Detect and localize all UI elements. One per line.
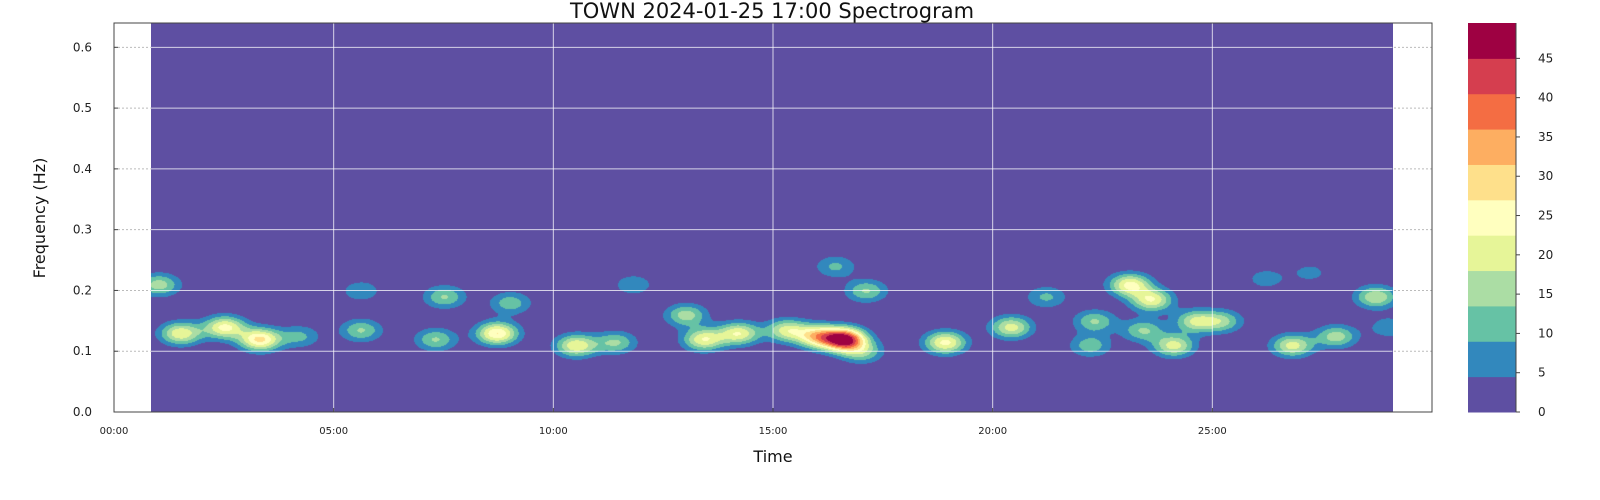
colorbar-tick-label: 20 — [1538, 248, 1553, 262]
colorbar-segment — [1468, 376, 1516, 413]
colorbar-ticks: 0 5 10 15 20 25 30 35 40 45 — [1516, 51, 1553, 419]
colorbar-segment — [1468, 164, 1516, 201]
colorbar-segment — [1468, 341, 1516, 378]
y-tick-label: 0.2 — [73, 283, 92, 297]
colorbar-tick-label: 25 — [1538, 209, 1553, 223]
x-axis-label: Time — [752, 447, 792, 466]
colorbar-segment — [1468, 93, 1516, 130]
colorbar-tick-label: 0 — [1538, 405, 1546, 419]
x-tick-label: 15:00 — [759, 426, 788, 437]
colorbar-tick-label: 15 — [1538, 287, 1553, 301]
chart-title: TOWN 2024-01-25 17:00 Spectrogram — [569, 0, 974, 23]
colorbar-segment — [1468, 235, 1516, 272]
grid-lines — [150, 23, 1393, 413]
colorbar-segment — [1468, 58, 1516, 95]
y-tick-label: 0.5 — [73, 101, 92, 115]
colorbar-segment — [1468, 129, 1516, 165]
colorbar-tick-label: 5 — [1538, 366, 1546, 380]
x-tick-label: 20:00 — [978, 426, 1007, 437]
colorbar-segment — [1468, 199, 1516, 236]
heatmap-area — [150, 23, 1393, 412]
colorbar — [1468, 23, 1517, 413]
y-tick-label: 0.0 — [73, 405, 92, 419]
colorbar-tick-label: 10 — [1538, 326, 1553, 340]
x-tick-label: 10:00 — [539, 426, 568, 437]
colorbar-tick-label: 45 — [1538, 51, 1553, 65]
x-tick-label: 00:00 — [100, 426, 129, 437]
y-axis-label: Frequency (Hz) — [30, 158, 49, 279]
colorbar-segment — [1468, 270, 1516, 307]
colorbar-tick-label: 30 — [1538, 169, 1553, 183]
y-axis-ticks: 0.0 0.1 0.2 0.3 0.4 0.5 0.6 — [73, 40, 118, 419]
x-tick-label: 25:00 — [1198, 426, 1227, 437]
y-tick-label: 0.1 — [73, 344, 92, 358]
colorbar-tick-label: 35 — [1538, 130, 1553, 144]
colorbar-segment — [1468, 305, 1516, 342]
y-tick-label: 0.3 — [73, 223, 92, 237]
colorbar-segment — [1468, 23, 1516, 59]
x-axis-ticks: 00:00 05:00 10:00 15:00 20:00 25:00 — [100, 408, 1227, 437]
x-tick-label: 05:00 — [319, 426, 348, 437]
y-tick-label: 0.6 — [73, 40, 92, 54]
y-tick-label: 0.4 — [73, 162, 92, 176]
colorbar-tick-label: 40 — [1538, 91, 1553, 105]
